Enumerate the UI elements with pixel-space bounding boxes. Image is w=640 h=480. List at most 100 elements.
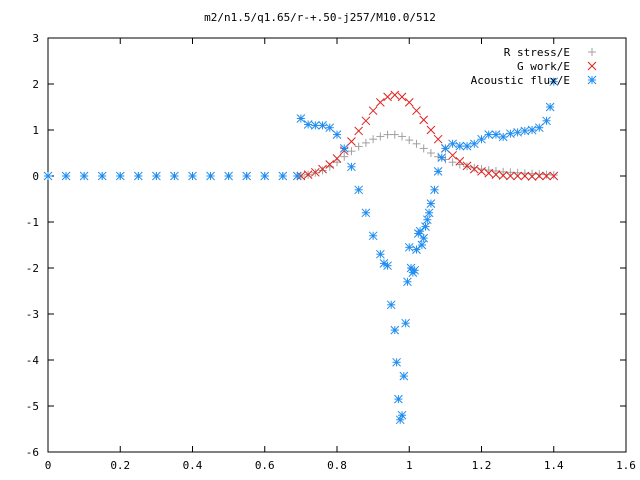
data-point — [448, 158, 457, 167]
data-point — [361, 138, 370, 147]
data-point — [542, 171, 551, 181]
data-point — [340, 152, 349, 161]
data-point — [403, 277, 412, 287]
legend-marker — [587, 61, 597, 71]
data-point — [426, 149, 435, 157]
data-point — [390, 90, 400, 100]
data-point — [491, 130, 501, 139]
data-point — [383, 92, 392, 102]
y-tick-label: -1 — [26, 216, 39, 229]
data-point — [520, 126, 530, 136]
data-point — [332, 154, 342, 163]
series-layer — [43, 77, 559, 425]
data-point — [506, 129, 515, 139]
data-point — [421, 222, 430, 231]
data-point — [368, 231, 378, 241]
data-point — [325, 160, 335, 169]
data-point — [419, 115, 429, 125]
data-point — [455, 141, 465, 151]
data-point — [292, 171, 302, 181]
data-point — [527, 172, 537, 181]
data-point — [296, 114, 306, 123]
data-point — [401, 318, 410, 328]
y-tick-label: 1 — [32, 124, 39, 137]
data-point — [303, 170, 313, 179]
data-point — [455, 156, 465, 166]
data-point — [224, 171, 233, 181]
data-point — [61, 171, 71, 181]
data-point — [390, 130, 399, 139]
data-point — [43, 171, 53, 181]
data-point — [484, 130, 494, 139]
data-point — [534, 123, 544, 133]
data-point — [477, 167, 486, 176]
data-point — [424, 208, 434, 218]
series-3 — [43, 77, 559, 425]
legend-label: G work/E — [517, 60, 570, 73]
data-point — [354, 142, 363, 151]
data-point — [491, 166, 500, 175]
data-point — [426, 199, 436, 208]
data-point — [549, 77, 559, 87]
data-point — [361, 116, 371, 126]
data-point — [506, 171, 515, 181]
data-point — [513, 127, 522, 137]
data-point — [397, 92, 407, 102]
data-point — [412, 139, 421, 148]
data-point — [412, 106, 421, 116]
data-point — [477, 134, 486, 144]
data-point — [535, 170, 544, 179]
data-point — [433, 167, 443, 176]
data-point — [419, 144, 428, 153]
data-point — [375, 98, 385, 107]
data-point — [419, 233, 429, 243]
data-point — [339, 144, 349, 153]
data-point — [368, 106, 378, 116]
y-tick-label: -2 — [26, 262, 39, 275]
y-tick-label: 0 — [32, 170, 39, 183]
data-point — [417, 240, 427, 250]
data-point — [325, 123, 335, 133]
data-point — [498, 171, 508, 180]
data-point — [206, 171, 215, 181]
y-tick-label: -3 — [26, 308, 39, 321]
data-point — [310, 167, 320, 177]
data-point — [347, 137, 356, 146]
data-point — [97, 171, 107, 181]
data-point — [310, 121, 320, 130]
data-point — [542, 116, 551, 126]
legend-marker — [588, 48, 596, 56]
data-point — [115, 171, 125, 181]
data-point — [545, 102, 555, 112]
y-tick-label: -6 — [26, 446, 39, 459]
x-tick-label: 1.6 — [616, 459, 636, 472]
data-point — [318, 164, 327, 174]
legend-marker — [587, 75, 597, 85]
data-point — [278, 171, 288, 181]
data-point — [333, 158, 341, 167]
data-point — [426, 125, 436, 135]
x-tick-label: 0.8 — [327, 459, 347, 472]
data-point — [354, 185, 364, 195]
data-point — [354, 126, 364, 136]
y-tick-label: -4 — [26, 354, 40, 367]
data-point — [318, 166, 327, 175]
data-point — [394, 394, 403, 404]
data-point — [170, 171, 179, 181]
data-point — [383, 130, 392, 139]
data-point — [361, 208, 371, 218]
legend-label: R stress/E — [504, 46, 570, 59]
data-point — [448, 150, 457, 160]
x-tick-label: 0.2 — [110, 459, 130, 472]
data-point — [242, 171, 252, 181]
data-point — [499, 167, 508, 176]
data-point — [433, 134, 443, 144]
data-point — [506, 168, 515, 177]
data-point — [392, 357, 401, 367]
data-point — [404, 242, 414, 252]
data-point — [369, 135, 378, 144]
data-point — [491, 170, 501, 179]
plot-frame — [47, 37, 627, 453]
data-point — [520, 171, 530, 181]
